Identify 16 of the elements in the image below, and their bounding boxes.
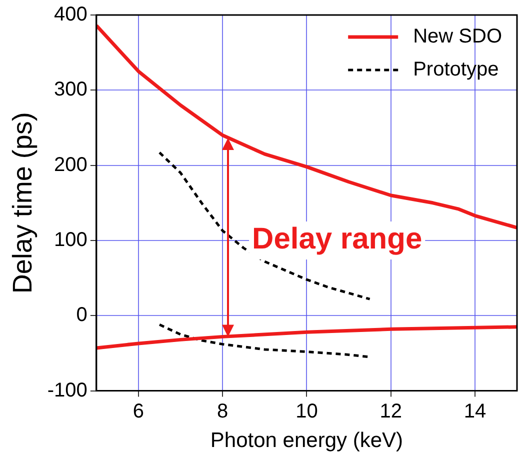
x-tick-label: 6 — [132, 400, 144, 422]
x-axis-title: Photon energy (keV) — [210, 429, 404, 452]
y-tick-label: 400 — [54, 4, 88, 26]
y-tick-label: 100 — [54, 228, 88, 251]
x-tick-label: 8 — [217, 400, 228, 422]
y-tick-label: -100 — [47, 379, 88, 402]
legend-label: New SDO — [413, 26, 502, 48]
x-tick-label: 10 — [296, 400, 318, 422]
y-tick-label: 0 — [76, 304, 88, 326]
annotation: Delay range — [252, 222, 422, 256]
y-tick-label: 300 — [54, 78, 88, 101]
y-tick-label: 200 — [54, 154, 88, 176]
x-tick-label: 12 — [380, 400, 402, 422]
legend-label: Prototype — [413, 58, 499, 81]
x-tick-label: 14 — [464, 400, 486, 422]
y-axis-title: Delay time (ps) — [8, 112, 38, 294]
